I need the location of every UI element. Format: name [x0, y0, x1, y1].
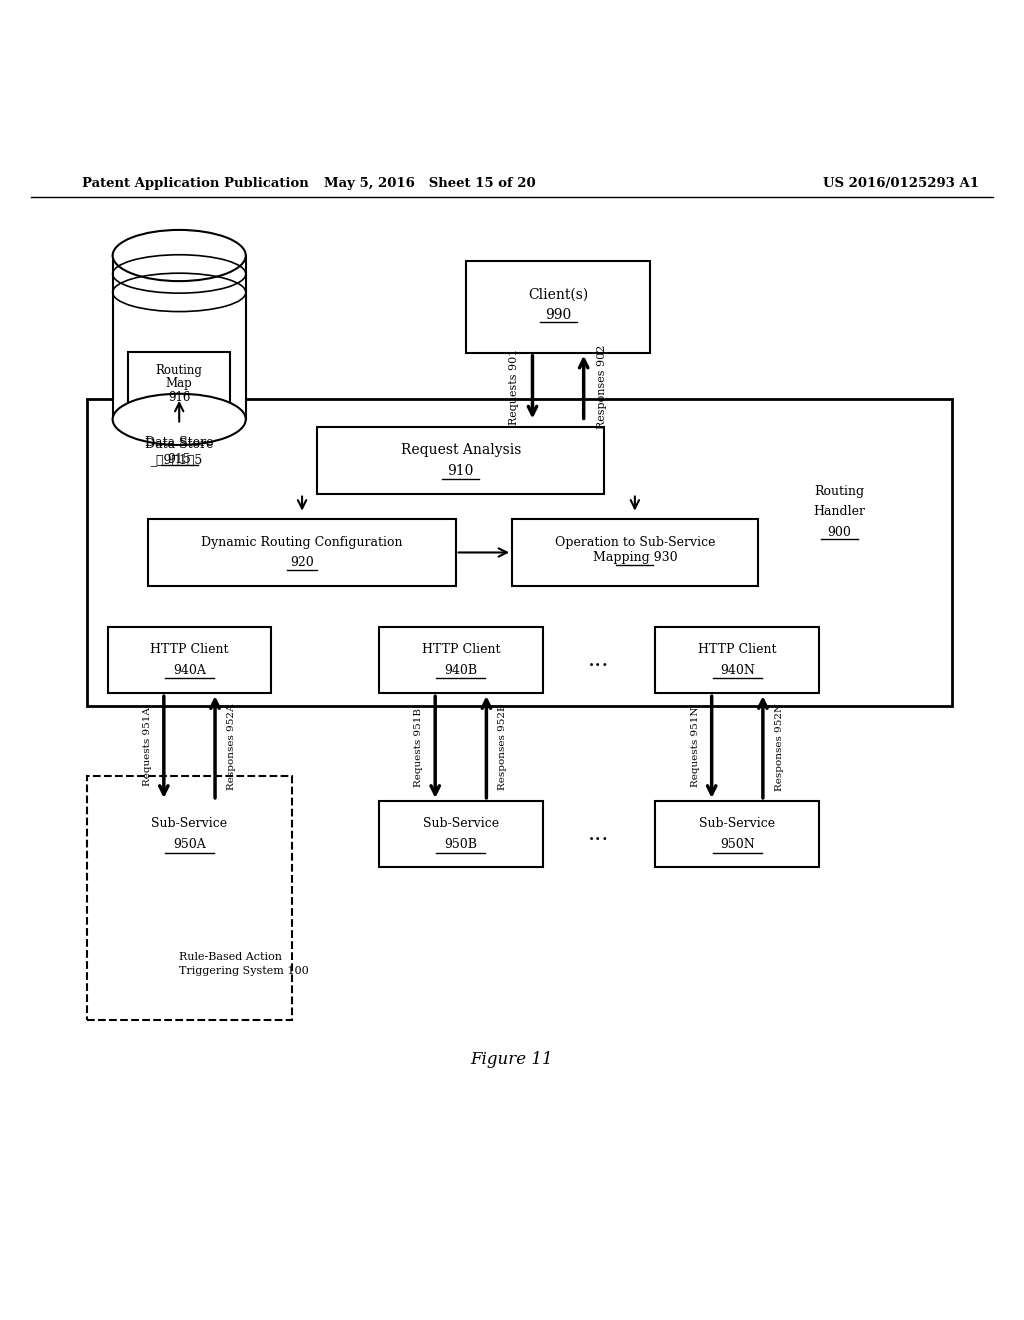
Text: Dynamic Routing Configuration: Dynamic Routing Configuration [202, 536, 402, 549]
Text: 990: 990 [545, 308, 571, 322]
Ellipse shape [113, 230, 246, 281]
Text: HTTP Client: HTTP Client [422, 643, 500, 656]
Text: 915: 915 [167, 453, 191, 466]
Text: Operation to Sub-Service: Operation to Sub-Service [555, 536, 715, 549]
Text: Rule-Based Action: Rule-Based Action [179, 952, 283, 962]
FancyBboxPatch shape [379, 627, 543, 693]
Text: Mapping 930: Mapping 930 [593, 552, 677, 564]
Text: US 2016/0125293 A1: US 2016/0125293 A1 [823, 177, 979, 190]
FancyBboxPatch shape [148, 519, 456, 586]
FancyBboxPatch shape [317, 428, 604, 494]
FancyBboxPatch shape [87, 399, 952, 706]
Text: 920: 920 [290, 556, 314, 569]
Text: HTTP Client: HTTP Client [151, 643, 228, 656]
Ellipse shape [113, 393, 246, 445]
Text: 916: 916 [168, 391, 190, 404]
Text: May 5, 2016   Sheet 15 of 20: May 5, 2016 Sheet 15 of 20 [325, 177, 536, 190]
Text: 940A: 940A [173, 664, 206, 677]
Text: Data Store: Data Store [145, 438, 213, 451]
Text: Responses 952A: Responses 952A [227, 704, 236, 791]
FancyBboxPatch shape [512, 519, 758, 586]
FancyBboxPatch shape [379, 801, 543, 867]
FancyBboxPatch shape [128, 352, 230, 409]
Text: Responses 902: Responses 902 [597, 345, 607, 429]
Text: Requests 951B: Requests 951B [415, 708, 423, 787]
Text: Request Analysis: Request Analysis [400, 444, 521, 457]
Text: HTTP Client: HTTP Client [698, 643, 776, 656]
FancyBboxPatch shape [108, 801, 271, 867]
Text: 940B: 940B [444, 664, 477, 677]
FancyBboxPatch shape [655, 801, 819, 867]
Text: Handler: Handler [814, 506, 865, 517]
Text: 950A: 950A [173, 838, 206, 851]
Text: 940N: 940N [720, 664, 755, 677]
FancyBboxPatch shape [466, 260, 650, 352]
Text: Figure 11: Figure 11 [471, 1051, 553, 1068]
Text: 900: 900 [827, 525, 852, 539]
Text: Routing: Routing [156, 364, 203, 376]
Text: Sub-Service: Sub-Service [423, 817, 499, 830]
Text: Requests 951A: Requests 951A [143, 708, 152, 787]
Text: ...: ... [589, 824, 609, 845]
Text: Data Store: Data Store [145, 437, 213, 449]
Text: Requests 951N: Requests 951N [691, 706, 699, 787]
Text: Triggering System 100: Triggering System 100 [179, 966, 309, 977]
Text: Sub-Service: Sub-Service [152, 817, 227, 830]
Text: 950B: 950B [444, 838, 477, 851]
Text: ...: ... [589, 649, 609, 671]
Text: Requests 901: Requests 901 [509, 348, 519, 425]
Text: Patent Application Publication: Patent Application Publication [82, 177, 308, 190]
FancyBboxPatch shape [87, 776, 292, 1019]
FancyBboxPatch shape [655, 627, 819, 693]
Text: 950N: 950N [720, 838, 755, 851]
Text: Client(s): Client(s) [528, 288, 588, 301]
Text: Responses 952B: Responses 952B [499, 704, 507, 791]
Text: Routing: Routing [815, 484, 864, 498]
Text: Sub-Service: Sub-Service [699, 817, 775, 830]
Text: ̲क9क1क5: ̲क9क1क5 [156, 453, 203, 466]
Text: 910: 910 [447, 463, 474, 478]
Text: Map: Map [166, 378, 193, 389]
Text: Responses 952N: Responses 952N [775, 704, 783, 791]
FancyBboxPatch shape [108, 627, 271, 693]
FancyBboxPatch shape [113, 256, 246, 420]
